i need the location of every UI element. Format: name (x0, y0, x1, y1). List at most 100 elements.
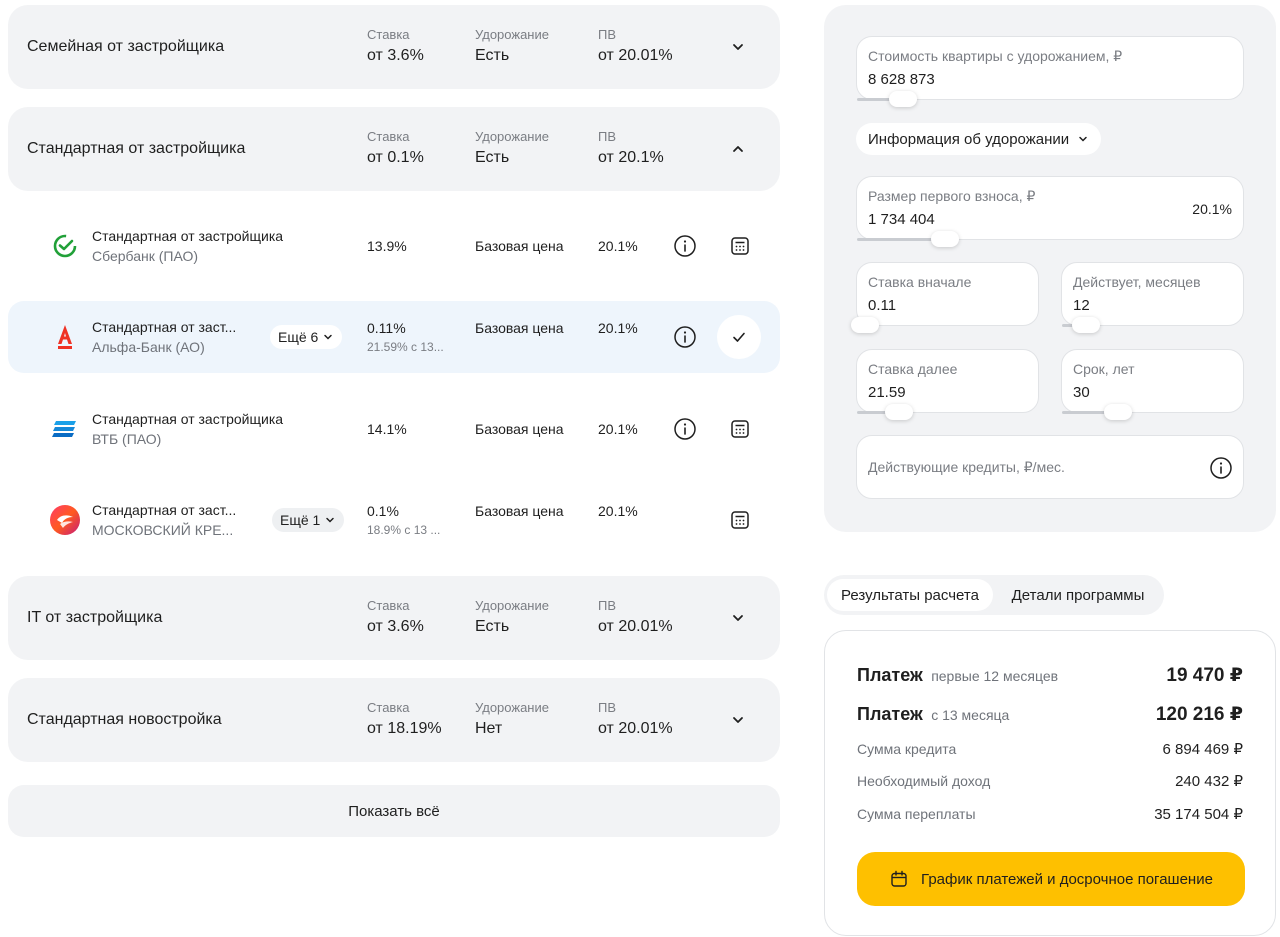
chevron-up-icon[interactable] (728, 139, 748, 159)
credit-amount-value: 6 894 469 ₽ (1162, 741, 1243, 758)
chevron-down-icon[interactable] (728, 608, 748, 628)
more-offers-button[interactable]: Ещё 1 (272, 508, 345, 532)
program-group-it[interactable]: IT от застройщика Ставка от 3.6% Удорожа… (8, 576, 780, 660)
markup-value: Нет (475, 720, 503, 737)
price-slider-handle[interactable] (889, 91, 917, 107)
payment-schedule-button[interactable]: График платежей и досрочное погашение (857, 852, 1245, 906)
offer-rate: 0.1% (367, 503, 399, 519)
tab-program-details[interactable]: Детали программы (1011, 586, 1145, 604)
calculator-icon[interactable] (728, 234, 752, 258)
sber-logo-icon (53, 234, 77, 258)
price-value: 8 628 873 (868, 71, 935, 88)
pv-value: от 20.1% (598, 149, 664, 166)
existing-credits-label: Действующие кредиты, ₽/мес. (868, 459, 1065, 475)
months-field[interactable]: Действует, месяцев 12 (1061, 262, 1244, 333)
calculator-icon[interactable] (728, 417, 752, 441)
show-all-button[interactable]: Показать всё (8, 785, 780, 837)
offer-row-alfa[interactable]: Стандартная от заст... Альфа-Банк (АО) Е… (8, 301, 780, 373)
months-value: 12 (1073, 297, 1090, 314)
program-group-standard-developer[interactable]: Стандартная от застройщика Ставка от 0.1… (8, 107, 780, 191)
markup-value: Есть (475, 149, 510, 166)
offer-row-sber[interactable]: Стандартная от застройщика Сбербанк (ПАО… (8, 210, 780, 282)
pv-label: ПВ (598, 27, 617, 42)
markup-info-label: Информация об удорожании (868, 130, 1070, 148)
program-group-family[interactable]: Семейная от застройщика Ставка от 3.6% У… (8, 5, 780, 89)
credit-amount-label: Сумма кредита (857, 741, 957, 757)
offer-rate: 13.9% (367, 238, 407, 254)
down-payment-percent: 20.1% (1192, 201, 1232, 217)
pv-column: ПВ от 20.01% (598, 27, 673, 67)
info-icon[interactable] (673, 325, 697, 349)
chevron-down-icon[interactable] (728, 710, 748, 730)
chevron-down-icon[interactable] (728, 37, 748, 57)
down-payment-value: 1 734 404 (868, 211, 935, 228)
calculator-icon[interactable] (728, 508, 752, 532)
down-payment-field[interactable]: Размер первого взноса, ₽ 1 734 404 20.1% (856, 176, 1244, 247)
markup-column: Удорожание Есть (475, 27, 549, 67)
pv-value: от 20.01% (598, 720, 673, 737)
chevron-down-icon (324, 334, 333, 340)
alfa-bank-logo-icon (58, 325, 72, 349)
group-title: IT от застройщика (27, 609, 163, 626)
payment-first-row: Платеж первые 12 месяцев 19 470 ₽ (857, 664, 1243, 687)
results-card: Платеж первые 12 месяцев 19 470 ₽ Платеж… (824, 630, 1276, 936)
program-group-standard-new[interactable]: Стандартная новостройка Ставка от 18.19%… (8, 678, 780, 762)
required-income-row: Необходимый доход 240 432 ₽ (857, 772, 1243, 790)
down-payment-slider-track (857, 238, 943, 241)
rate-start-slider-handle[interactable] (851, 317, 879, 333)
rate-start-label: Ставка вначале (868, 274, 972, 290)
rate-label: Ставка (367, 700, 410, 715)
pv-value: от 20.01% (598, 47, 673, 64)
existing-credits-field[interactable]: Действующие кредиты, ₽/мес. (856, 435, 1244, 499)
markup-value: Есть (475, 618, 510, 635)
markup-column: Удорожание Нет (475, 700, 549, 740)
mkb-logo-icon (50, 505, 80, 535)
offer-row-vtb[interactable]: Стандартная от застройщика ВТБ (ПАО) 14.… (8, 393, 780, 465)
price-field[interactable]: Стоимость квартиры с удорожанием, ₽ 8 62… (856, 36, 1244, 107)
offer-name: Стандартная от заст... (92, 319, 237, 335)
rate-value: от 3.6% (367, 618, 424, 635)
info-icon[interactable] (1209, 456, 1233, 480)
offer-name: Стандартная от застройщика (92, 228, 284, 244)
offer-bank: Сбербанк (ПАО) (92, 248, 199, 264)
down-payment-label: Размер первого взноса, ₽ (868, 188, 1036, 204)
tab-results[interactable]: Результаты расчета (827, 579, 993, 611)
rate-next-value: 21.59 (868, 384, 906, 401)
pv-label: ПВ (598, 700, 617, 715)
rate-start-field[interactable]: Ставка вначале 0.11 (851, 262, 1039, 333)
offer-rate: 0.11% (367, 320, 406, 336)
offer-bank: ВТБ (ПАО) (92, 431, 162, 447)
term-field[interactable]: Срок, лет 30 (1061, 349, 1244, 420)
more-offers-button[interactable]: Ещё 6 (270, 325, 343, 349)
months-slider-handle[interactable] (1072, 317, 1100, 333)
price-slider-track (857, 98, 903, 101)
markup-label: Удорожание (475, 700, 549, 715)
rate-next-field[interactable]: Ставка далее 21.59 (856, 349, 1039, 420)
markup-column: Удорожание Есть (475, 598, 549, 638)
overpayment-row: Сумма переплаты 35 174 504 ₽ (857, 805, 1243, 823)
term-slider-handle[interactable] (1104, 404, 1132, 420)
price-label: Стоимость квартиры с удорожанием, ₽ (868, 48, 1123, 64)
pv-value: от 20.01% (598, 618, 673, 635)
offer-pv: 20.1% (598, 238, 638, 254)
offer-rate-later: 18.9% с 13 ... (367, 523, 441, 537)
selected-offer-button[interactable] (717, 315, 761, 359)
overpayment-value: 35 174 504 ₽ (1154, 806, 1243, 823)
offer-price-type: Базовая цена (475, 421, 564, 437)
info-icon[interactable] (673, 234, 697, 258)
more-offers-label: Ещё 6 (278, 329, 319, 345)
info-icon[interactable] (673, 417, 697, 441)
months-label: Действует, месяцев (1073, 274, 1201, 290)
offer-price-type: Базовая цена (475, 320, 564, 336)
offer-bank: Альфа-Банк (АО) (92, 339, 205, 355)
rate-next-slider-handle[interactable] (885, 404, 913, 420)
calculator-panel: Стоимость квартиры с удорожанием, ₽ 8 62… (824, 5, 1276, 532)
offer-row-mkb[interactable]: Стандартная от заст... МОСКОВСКИЙ КРЕ...… (8, 484, 780, 556)
down-payment-slider-handle[interactable] (931, 231, 959, 247)
markup-info-dropdown[interactable]: Информация об удорожании (856, 123, 1102, 155)
rate-label: Ставка (367, 598, 410, 613)
payment-later-period: с 13 месяца (931, 707, 1010, 723)
group-title: Семейная от застройщика (27, 38, 225, 55)
payment-first-period: первые 12 месяцев (931, 668, 1059, 684)
check-icon (733, 332, 745, 342)
